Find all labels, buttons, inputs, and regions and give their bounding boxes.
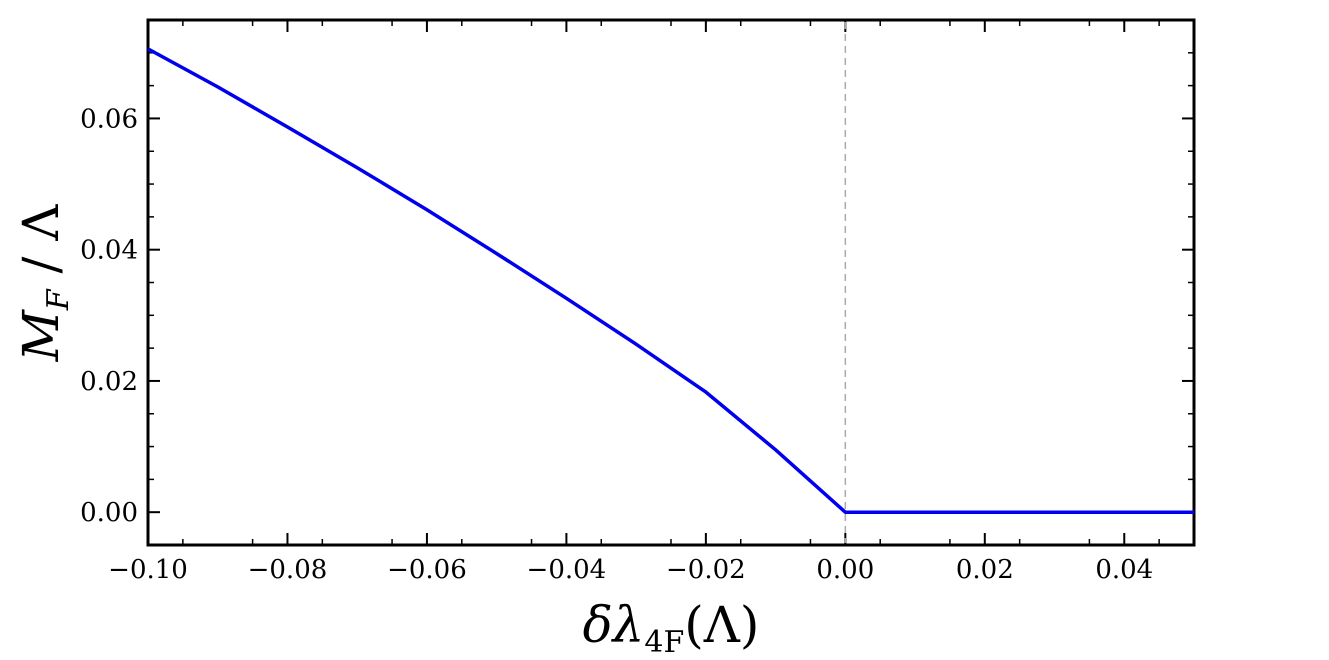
ticks	[147, 19, 1194, 546]
x-tick-label: −0.10	[108, 555, 188, 585]
plot-frame	[146, 18, 1196, 547]
x-tick-label: −0.08	[248, 555, 328, 585]
x-axis-label-delta: δλ	[583, 596, 645, 654]
x-tick-label: −0.06	[387, 555, 467, 585]
y-axis-label-m: M	[12, 308, 70, 362]
x-axis-label-arg: (Λ)	[684, 596, 759, 654]
series-line	[147, 47, 1194, 514]
x-tick-label: 0.04	[1095, 555, 1153, 585]
y-tick-label: 0.04	[80, 236, 138, 266]
y-axis-label-rest: / Λ	[12, 204, 70, 290]
x-tick-label: −0.02	[666, 555, 746, 585]
y-tick-labels: 0.00 0.02 0.04 0.06	[80, 104, 138, 528]
y-tick-label: 0.06	[80, 104, 138, 134]
x-tick-label: 0.00	[816, 555, 874, 585]
x-tick-label: −0.04	[527, 555, 607, 585]
y-axis-label-sub: F	[41, 288, 76, 311]
x-tick-label: 0.02	[956, 555, 1014, 585]
x-axis-label-sub: 4F	[644, 625, 684, 660]
y-tick-label: 0.00	[80, 498, 138, 528]
x-axis-label: δλ4F(Λ)	[583, 596, 760, 660]
x-tick-labels: −0.10 −0.08 −0.06 −0.04 −0.02 0.00 0.02 0.04	[108, 555, 1153, 585]
y-tick-label: 0.02	[80, 367, 138, 397]
y-axis-label: MF / Λ	[12, 204, 76, 363]
